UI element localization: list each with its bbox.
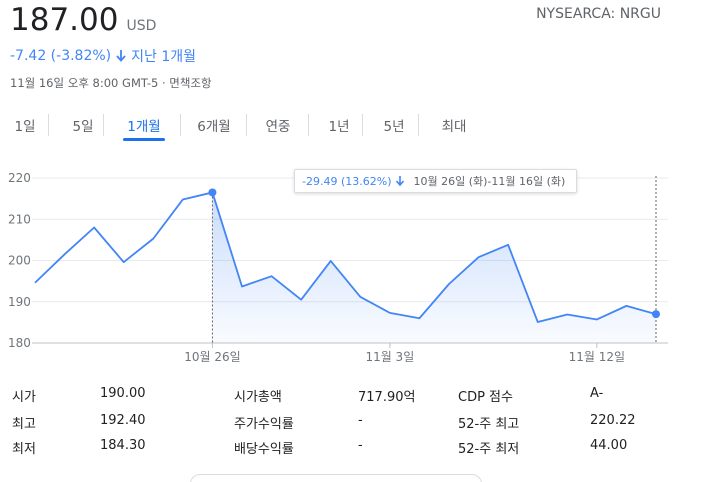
tab-separator	[48, 114, 49, 136]
change-period: 지난 1개월	[131, 49, 197, 65]
tab-range-0[interactable]: 1일	[14, 119, 36, 135]
tab-separator	[308, 114, 309, 136]
arrow-down-icon	[116, 50, 126, 62]
currency-label: USD	[126, 18, 157, 34]
price-line	[34, 191, 657, 323]
stat-label: 시가	[12, 390, 36, 405]
tab-range-7[interactable]: 최대	[441, 119, 467, 135]
timestamp-disclaimer: 11월 16일 오후 8:00 GMT-5 · 면책조항	[10, 76, 212, 90]
y-tick-label: 210	[8, 212, 31, 226]
stat-value: -	[358, 438, 363, 453]
price-change-row: -7.42 (-3.82%) 지난 1개월	[10, 46, 196, 66]
stat-label: CDP 점수	[458, 390, 513, 405]
stat-value: 717.90억	[358, 390, 416, 405]
y-tick-label: 220	[8, 171, 31, 185]
range-endpoint-dot	[208, 188, 217, 197]
y-tick-label: 180	[8, 336, 31, 350]
range-endpoint-dot	[652, 310, 660, 319]
tab-range-2[interactable]: 1개월	[123, 112, 165, 141]
current-price: 187.00	[10, 2, 119, 38]
tab-separator	[180, 114, 181, 136]
stat-label: 52-주 최저	[458, 442, 520, 457]
tab-separator	[418, 114, 419, 136]
tab-separator	[362, 114, 363, 136]
highlight-area	[212, 192, 656, 343]
x-tick-label: 11월 3일	[365, 350, 414, 364]
bottom-card[interactable]	[190, 474, 482, 482]
tab-range-3[interactable]: 6개월	[197, 119, 231, 135]
y-tick-label: 200	[8, 254, 31, 268]
price-change: -7.42 (-3.82%)	[10, 48, 112, 64]
x-tick-label: 10월 26일	[184, 350, 240, 364]
tab-separator	[103, 114, 104, 136]
tab-range-1[interactable]: 5일	[72, 119, 94, 135]
stat-value: 192.40	[100, 413, 146, 428]
tooltip-change: -29.49 (13.62%)	[302, 174, 392, 188]
stat-label: 최고	[12, 417, 36, 432]
tab-range-4[interactable]: 연중	[265, 119, 291, 135]
exchange-ticker: NYSEARCA: NRGU	[536, 6, 661, 22]
stat-label: 시가총액	[234, 390, 282, 405]
arrow-down-icon	[396, 176, 405, 187]
x-tick-label: 11월 12일	[569, 350, 625, 364]
stat-value: -	[358, 413, 363, 428]
stat-value: A-	[590, 386, 604, 401]
stat-value: 220.22	[590, 413, 636, 428]
stat-label: 배당수익률	[234, 442, 294, 457]
stat-value: 44.00	[590, 438, 628, 453]
stat-value: 184.30	[100, 438, 146, 453]
tab-separator	[246, 114, 247, 136]
tab-range-5[interactable]: 1년	[328, 119, 350, 135]
range-tooltip: -29.49 (13.62%) 10월 26일 (화)-11월 16일 (화)	[294, 169, 577, 193]
tooltip-range: 10월 26일 (화)-11월 16일 (화)	[413, 175, 566, 188]
stat-value: 190.00	[100, 386, 146, 401]
stat-label: 최저	[12, 442, 36, 457]
price-chart: 220 210 200 190 180 10월 26일 11월 3일 11월 12일	[8, 171, 668, 364]
stat-label: 주가수익률	[234, 417, 294, 432]
tab-range-6[interactable]: 5년	[383, 119, 405, 135]
price-header: 187.00 USD	[10, 2, 156, 38]
stat-label: 52-주 최고	[458, 417, 520, 432]
y-tick-label: 190	[8, 295, 31, 309]
